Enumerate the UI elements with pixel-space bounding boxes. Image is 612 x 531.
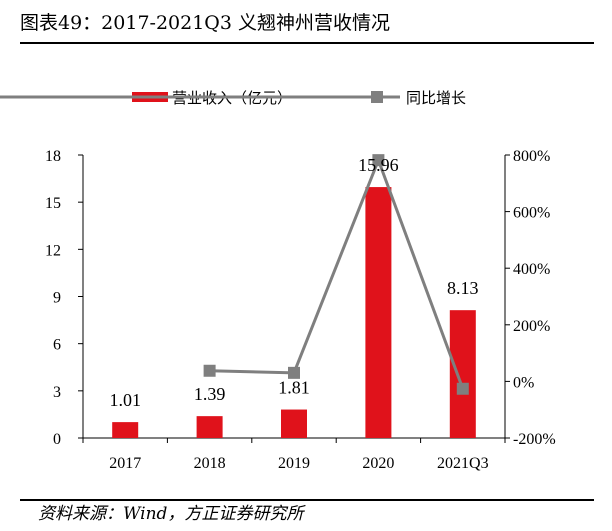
- bar: [196, 416, 223, 438]
- y-left-tick-label: 6: [53, 337, 61, 354]
- axes: 0 3 6 9 12 15 18 -200% 0% 200% 400% 600% 800% 2017 201…: [45, 148, 556, 472]
- x-tick-label: 2018: [194, 455, 226, 472]
- y-right-tick-label: 600%: [513, 205, 550, 222]
- y-right-tick-label: 800%: [513, 148, 550, 165]
- y-left-tick-label: 12: [45, 242, 61, 259]
- growth-marker: [288, 366, 300, 379]
- x-tick-label: 2019: [278, 455, 310, 472]
- bars: [112, 187, 476, 438]
- legend-line-marker: [371, 91, 383, 103]
- y-left-tick-label: 18: [45, 148, 61, 165]
- growth-line-path: [209, 155, 465, 390]
- x-tick-label: 2017: [109, 455, 141, 472]
- legend: 营业收入（亿元） 同比增长: [0, 89, 466, 107]
- growth-marker: [456, 382, 469, 395]
- y-left-tick-label: 0: [53, 431, 61, 448]
- y-right-tick-label: 200%: [513, 318, 550, 335]
- bar: [449, 310, 476, 438]
- x-tick-label: 2020: [362, 455, 394, 472]
- bar-data-label: 1.39: [194, 384, 226, 404]
- growth-marker: [203, 364, 216, 377]
- bar-data-label: 1.81: [278, 378, 310, 398]
- legend-line-label: 同比增长: [406, 89, 466, 107]
- source-note: 资料来源：Wind，方正证券研究所: [38, 504, 304, 524]
- bar: [281, 409, 307, 438]
- bar-data-label: 15.96: [358, 155, 399, 175]
- bar-data-label: 1.01: [109, 390, 141, 410]
- y-left-tick-label: 15: [45, 195, 61, 212]
- bar: [365, 187, 392, 438]
- growth-marker: [372, 154, 385, 167]
- growth-line: [203, 154, 469, 395]
- bottom-rule: [20, 499, 594, 501]
- title-rule: [20, 42, 594, 44]
- y-right-tick-label: 0%: [513, 374, 534, 391]
- bar-data-label: 8.13: [447, 278, 479, 298]
- y-left-tick-label: 9: [53, 290, 61, 307]
- y-left-tick-label: 3: [53, 384, 61, 401]
- x-tick-label: 2021Q3: [437, 455, 489, 472]
- figure-title: 图表49：2017-2021Q3 义翘神州营收情况: [20, 12, 391, 34]
- bar: [112, 422, 139, 438]
- data-labels: 1.01 1.39 1.81 15.96 8.13: [109, 155, 478, 410]
- y-right-tick-label: 400%: [513, 261, 550, 278]
- y-right-tick-label: -200%: [513, 431, 556, 448]
